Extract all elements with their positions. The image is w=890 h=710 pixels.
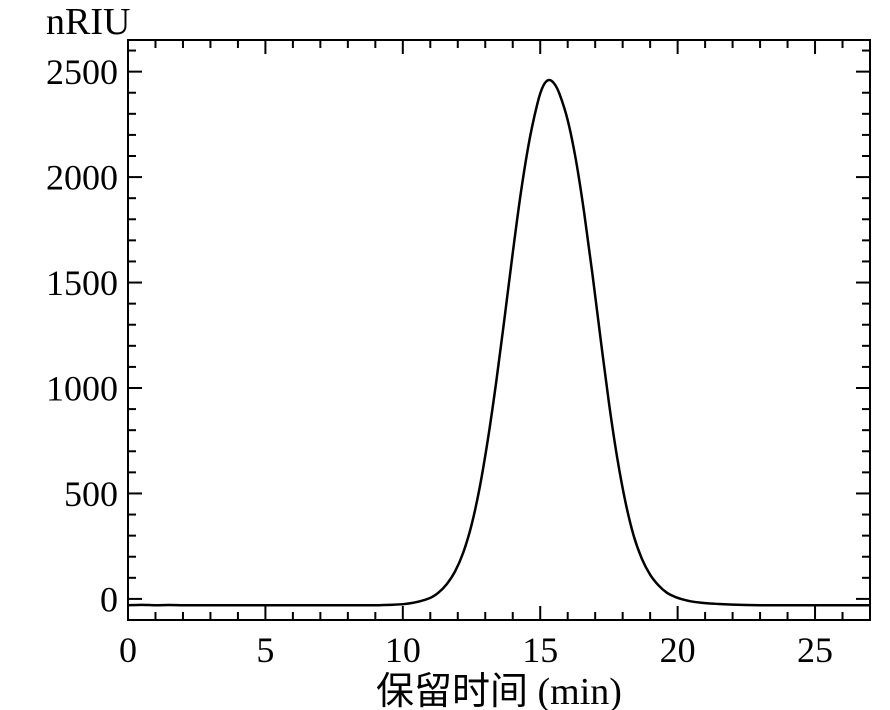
x-tick-label: 15 [522,630,558,670]
x-tick-label: 0 [119,630,137,670]
y-tick-label: 2500 [46,52,118,92]
x-tick-label: 25 [797,630,833,670]
y-axis-label: nRIU [46,1,130,43]
y-tick-label: 500 [64,474,118,514]
y-tick-label: 1500 [46,263,118,303]
y-tick-label: 1000 [46,369,118,409]
x-axis-label: 保留时间 (min) [376,671,622,710]
y-tick-label: 0 [100,580,118,620]
x-tick-label: 5 [256,630,274,670]
chromatogram-chart: 0 5 10 15 20 25 0 500 1000 1500 2000 2500 保留时间 (min)… [0,0,890,710]
x-tick-label: 20 [660,630,696,670]
y-tick-label: 2000 [46,158,118,198]
x-tick-label: 10 [385,630,421,670]
chart-svg: 0 5 10 15 20 25 0 500 1000 1500 2000 2500 保留时间 (min)… [0,0,890,710]
chromatogram-curve [128,80,870,605]
